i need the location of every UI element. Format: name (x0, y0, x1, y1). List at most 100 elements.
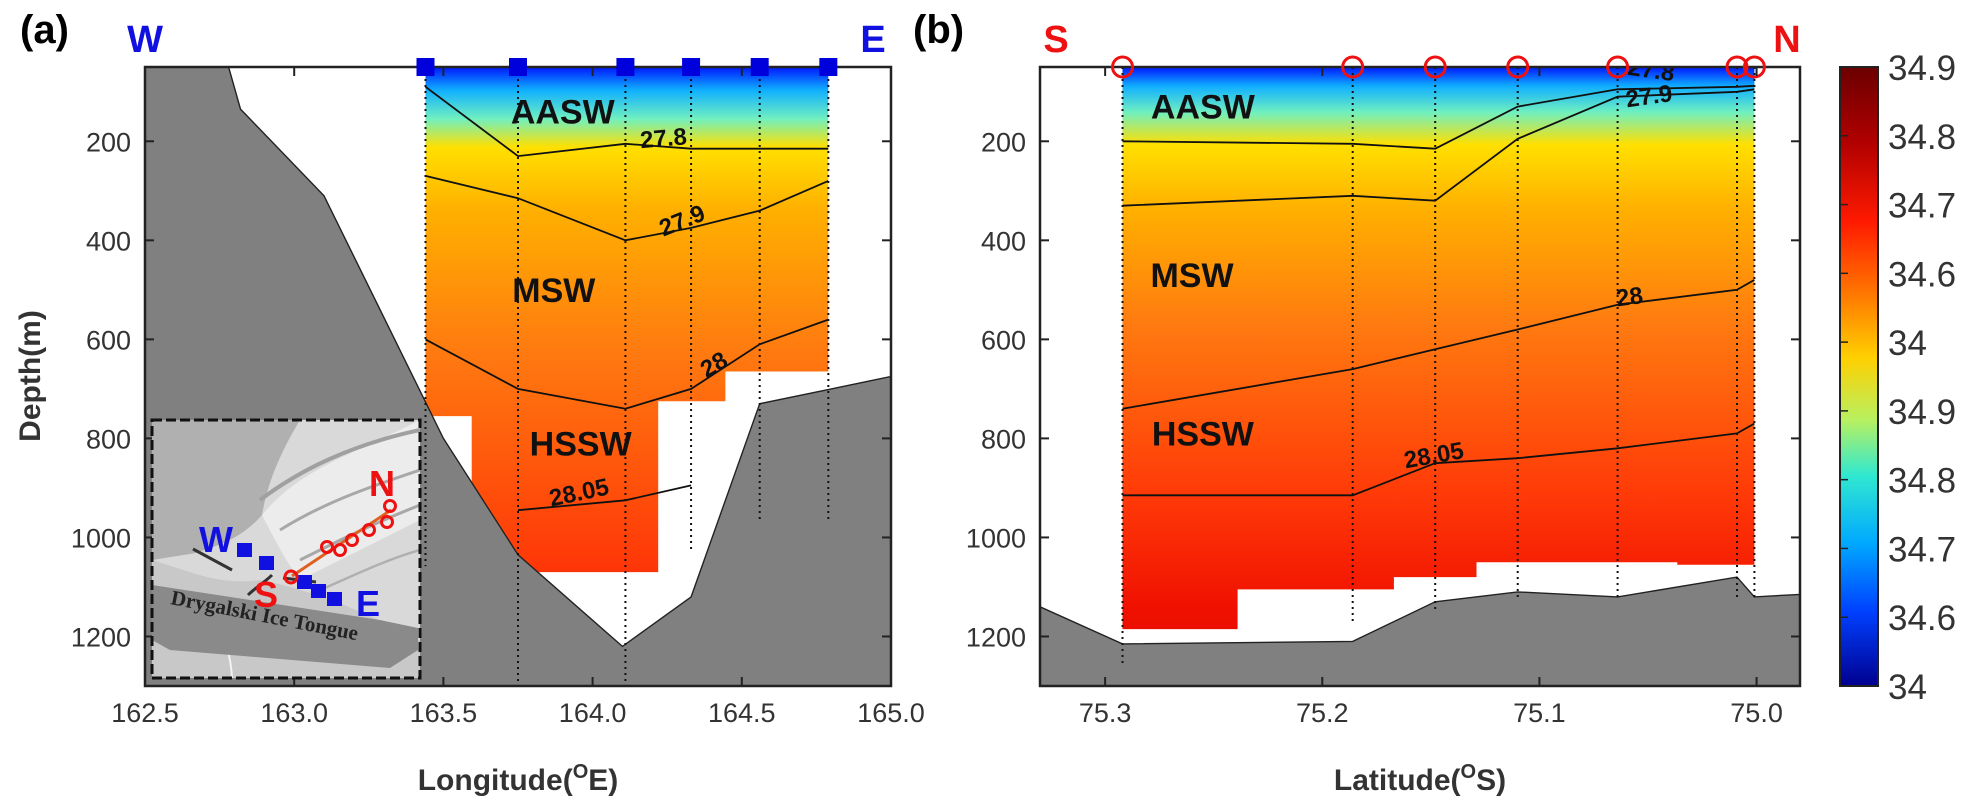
inset-land (152, 420, 300, 560)
colorbar-tick-label: 34 (1888, 668, 1927, 707)
inset-label-e: E (356, 583, 380, 624)
x-tick-label: 165.0 (857, 698, 925, 728)
inset-station-marker (333, 543, 347, 557)
isopycnal-label: 28 (1614, 282, 1644, 312)
inset-station-marker (327, 592, 342, 606)
panel-a-ylabel: Depth(m) (14, 310, 47, 442)
y-tick-label: 400 (981, 226, 1026, 256)
water-mass-label: MSW (1150, 257, 1234, 295)
inset-west-line (192, 547, 233, 572)
y-tick-label: 1000 (71, 523, 131, 553)
inset-station-marker (345, 533, 359, 547)
inset-frame (150, 418, 422, 680)
inset-north-south-line (291, 508, 392, 578)
x-tick-label: 164.5 (708, 698, 776, 728)
south-end-label: S (1043, 19, 1068, 61)
y-tick-label: 200 (981, 127, 1026, 157)
panel-a-xlabel: Longitude(OE) (418, 761, 619, 797)
water-mass-label: HSSW (1152, 415, 1255, 453)
colorbar-tick-label: 34.8 (1888, 118, 1956, 157)
isopycnal-28-05 (517, 484, 692, 512)
x-tick-label: 162.5 (111, 698, 179, 728)
colorbar: 34.9 34.8 34.7 34.6 34 34.9 34.8 34.7 34.6 34 (1839, 49, 1956, 707)
panel-b-frame (1038, 65, 1802, 688)
y-tick-label: 400 (86, 226, 131, 256)
inset-station-marker (237, 543, 252, 557)
x-tick-label: 163.5 (410, 698, 478, 728)
inset-station-marker (283, 569, 299, 585)
colorbar-tick-label: 34.9 (1888, 393, 1956, 432)
y-tick-label: 200 (86, 127, 131, 157)
colorbar-tick-label: 34.8 (1888, 462, 1956, 501)
inset-station-marker (380, 515, 394, 529)
colorbar-tick-label: 34.6 (1888, 255, 1956, 294)
station-marker (616, 58, 635, 76)
colorbar-tick-label: 34.7 (1888, 530, 1956, 569)
x-tick-label: 164.0 (559, 698, 627, 728)
water-mass-label: HSSW (530, 425, 633, 463)
station-marker (750, 58, 769, 76)
station-marker (509, 58, 527, 76)
inset-label-s: S (254, 574, 278, 615)
inset-station-marker (383, 499, 397, 513)
isopycnal-27-8 (424, 86, 829, 158)
east-end-label: E (860, 19, 885, 61)
x-tick-label: 163.0 (260, 698, 328, 728)
station-marker (1341, 55, 1365, 79)
panel-a-axes: 162.5 163.0 163.5 164.0 164.5 165.0 200 400 600 8… (71, 58, 925, 728)
station-marker (1506, 55, 1530, 79)
x-tick-label: 75.2 (1296, 698, 1349, 728)
water-mass-label: AASW (1151, 89, 1256, 127)
y-tick-label: 1200 (71, 622, 131, 652)
north-end-label: N (1773, 19, 1800, 61)
isopycnal-27-9 (425, 175, 829, 242)
station-marker (1111, 55, 1135, 79)
isopycnal-27-9 (1122, 88, 1755, 207)
station-marker (1742, 55, 1766, 79)
inset-contour (319, 548, 420, 592)
colorbar-ticks: 34.9 34.8 34.7 34.6 34 34.9 34.8 34.7 34.6 34 (1840, 49, 1956, 707)
colorbar-tick-label: 34 (1888, 324, 1927, 363)
panel-b-axes: 75.3 75.2 75.1 75.0 200 400 600 800 1000 1200 (966, 55, 1800, 728)
isopycnal-label: 27.8 (1626, 54, 1676, 87)
colorbar-frame (1839, 66, 1879, 687)
inset-label-w: W (199, 519, 233, 560)
inset-contour (279, 468, 420, 532)
isopycnal-28-05 (1122, 422, 1755, 497)
colorbar-tick-label: 34.9 (1888, 49, 1956, 88)
station-marker (1725, 55, 1749, 79)
station-marker (416, 58, 435, 76)
isopycnal-28 (1122, 279, 1755, 410)
y-tick-label: 800 (981, 424, 1026, 454)
inset-station-marker (259, 556, 274, 570)
colorbar-gradient (1840, 67, 1878, 686)
y-tick-label: 600 (86, 325, 131, 355)
water-mass-label: AASW (511, 94, 616, 132)
station-marker (1423, 55, 1447, 79)
y-tick-label: 800 (86, 424, 131, 454)
inset-station-marker (362, 523, 376, 537)
inset-station-marker (297, 575, 312, 589)
panel-a-tag: (a) (20, 8, 69, 52)
salinity-field (425, 67, 829, 573)
water-mass-label: MSW (512, 272, 596, 310)
x-tick-label: 75.1 (1513, 698, 1566, 728)
colorbar-tick-label: 34.7 (1888, 187, 1956, 226)
x-tick-label: 75.3 (1079, 698, 1132, 728)
y-tick-label: 600 (981, 325, 1026, 355)
isopycnal-label: 27.8 (639, 123, 688, 154)
inset-contour (258, 428, 420, 502)
panel-b-xlabel: Latitude(OS) (1334, 761, 1506, 797)
isopycnal-28 (425, 318, 829, 410)
inset-station-marker (311, 584, 326, 598)
panel-b-tag: (b) (913, 8, 964, 52)
west-end-label: W (127, 19, 163, 61)
seafloor-land (1040, 576, 1800, 686)
inset-ice-tongue (152, 585, 418, 668)
station-marker (819, 58, 838, 76)
inset-station-marker (320, 540, 334, 554)
